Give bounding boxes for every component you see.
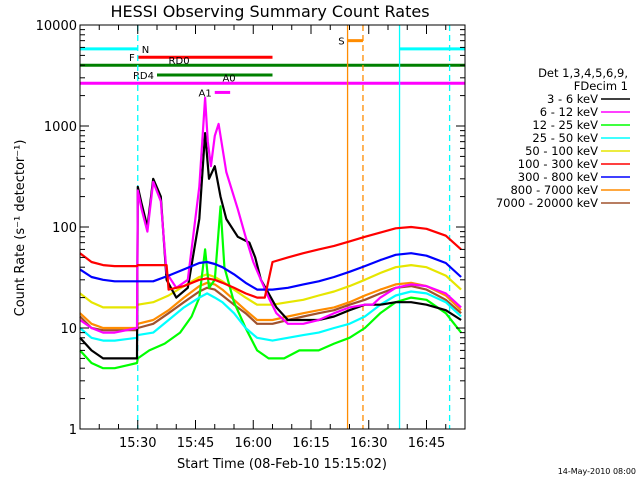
x-tick-label: 15:30 bbox=[119, 436, 156, 451]
x-axis-label: Start Time (08-Feb-10 15:15:02) bbox=[177, 457, 387, 472]
series-line-1 bbox=[79, 96, 462, 334]
flag-label-a1: A1 bbox=[199, 88, 212, 99]
flag-label-a0: A0 bbox=[222, 73, 235, 84]
legend-label: 100 - 300 keV bbox=[518, 157, 598, 171]
flag-label-s: S bbox=[338, 37, 344, 48]
flag-label-rd4: RD4 bbox=[133, 71, 154, 82]
series-lines bbox=[79, 96, 462, 370]
legend-label: 12 - 25 keV bbox=[532, 118, 598, 132]
legend-label: 6 - 12 keV bbox=[540, 105, 598, 119]
legend-label: 300 - 800 keV bbox=[518, 170, 598, 184]
flag-bars: NF RD0 RD4 S A0 A1 bbox=[80, 37, 465, 99]
flag-label-n: N bbox=[142, 45, 149, 56]
legend-label: 25 - 50 keV bbox=[532, 131, 598, 145]
date-stamp: 14-May-2010 08:00 bbox=[558, 467, 636, 476]
y-axis-label: Count Rate (s⁻¹ detector⁻¹) bbox=[13, 140, 28, 317]
y-tick-label: 1 bbox=[69, 423, 77, 438]
x-tick-label: 16:00 bbox=[235, 436, 272, 451]
x-axis-ticks: 15:30 15:45 16:00 16:15 16:30 16:45 bbox=[79, 25, 466, 451]
y-axis-ticks: 1 10 100 1000 10000 bbox=[36, 19, 465, 438]
y-tick-label: 1000 bbox=[44, 120, 77, 135]
flag-label-rd0: RD0 bbox=[169, 56, 190, 67]
series-line-6 bbox=[79, 252, 462, 291]
legend-label: 7000 - 20000 keV bbox=[496, 196, 598, 210]
legend-label: 3 - 6 keV bbox=[547, 92, 598, 106]
legend-header: Det 1,3,4,5,6,9, bbox=[538, 66, 628, 80]
y-tick-label: 10000 bbox=[36, 19, 77, 34]
series-line-5 bbox=[79, 225, 462, 299]
legend-label: 50 - 100 keV bbox=[525, 144, 598, 158]
legend-header: FDecim 1 bbox=[574, 79, 628, 93]
x-tick-label: 16:30 bbox=[350, 436, 387, 451]
x-tick-label: 16:15 bbox=[292, 436, 329, 451]
legend-label: 800 - 7000 keV bbox=[510, 183, 598, 197]
x-tick-label: 15:45 bbox=[177, 436, 214, 451]
y-tick-label: 100 bbox=[52, 221, 77, 236]
x-tick-label: 16:45 bbox=[408, 436, 445, 451]
chart-title: HESSI Observing Summary Count Rates bbox=[110, 2, 429, 21]
y-tick-label: 10 bbox=[60, 322, 77, 337]
flag-label-f: F bbox=[129, 53, 135, 64]
